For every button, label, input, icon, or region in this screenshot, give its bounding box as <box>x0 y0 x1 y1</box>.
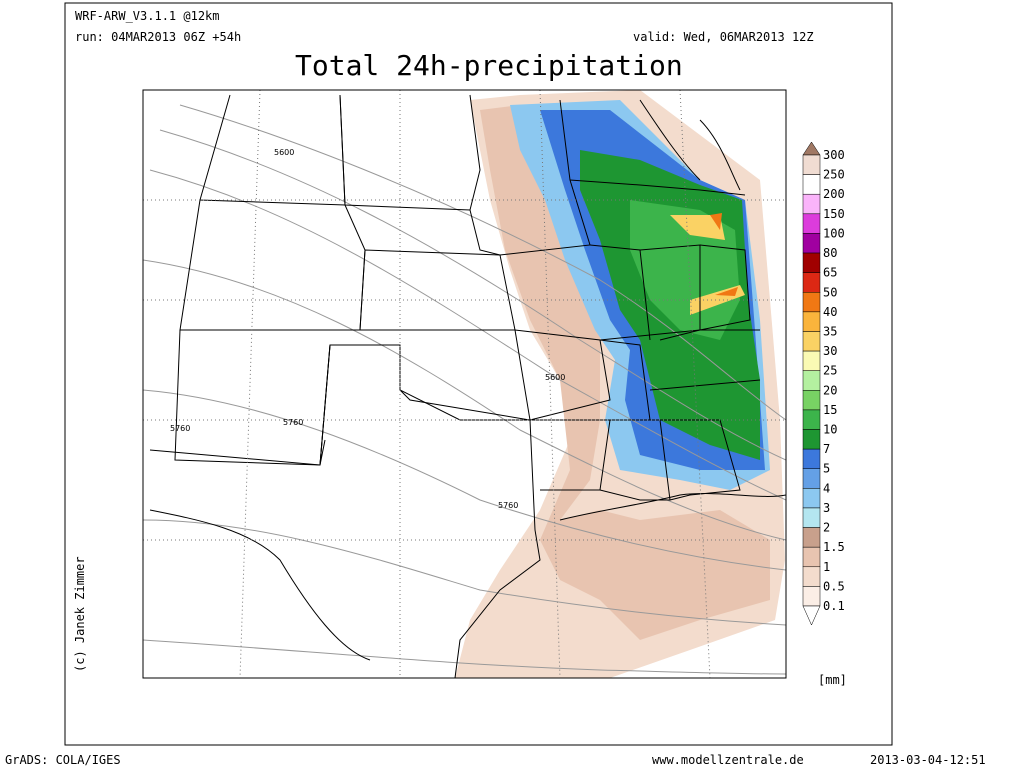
legend-box <box>802 193 821 215</box>
legend-label: 50 <box>823 285 837 299</box>
contour-label: 5760 <box>283 418 303 427</box>
frame <box>64 2 893 746</box>
legend-label: 0.5 <box>823 579 845 593</box>
title: Total 24h-precipitation <box>295 49 683 82</box>
legend-box <box>802 586 821 607</box>
legend-box <box>802 213 821 234</box>
color-legend: 300 250 200 150 100 80 65 50 40 35 30 25 20 15 10 7 5 4 3 2… <box>802 141 845 626</box>
legend-triangle <box>802 605 821 626</box>
legend-box <box>802 154 821 175</box>
legend-label: 4 <box>823 481 830 495</box>
legend-box <box>802 350 821 371</box>
legend-box <box>802 272 821 293</box>
legend-box <box>802 409 821 430</box>
legend-box <box>802 311 821 332</box>
legend-label: 25 <box>823 364 837 378</box>
legend-box <box>802 488 821 509</box>
precip-yellow <box>670 215 745 315</box>
legend-box <box>802 448 821 469</box>
legend-box <box>802 468 821 489</box>
legend-box <box>802 507 821 528</box>
legend-triangle <box>802 141 821 156</box>
precip-light2 <box>480 105 770 640</box>
contour-label: 5760 <box>170 424 190 433</box>
legend-box <box>802 527 821 548</box>
legend-box <box>802 566 821 587</box>
legend-label: 250 <box>823 168 845 182</box>
legend-box <box>802 252 821 273</box>
legend-box <box>802 292 821 313</box>
map-area: 5600 5600 5760 5760 5760 <box>142 89 787 679</box>
legend-label: 40 <box>823 305 837 319</box>
legend-label: 1 <box>823 560 830 574</box>
legend-label: 200 <box>823 187 845 201</box>
website: www.modellzentrale.de <box>652 753 804 767</box>
valid-label: valid: Wed, 06MAR2013 12Z <box>633 30 814 44</box>
legend-label: 10 <box>823 423 837 437</box>
legend-label: 100 <box>823 226 845 240</box>
legend-label: 7 <box>823 442 830 456</box>
legend-label: 80 <box>823 246 837 260</box>
legend-box <box>802 174 821 195</box>
contour-label: 5600 <box>274 148 294 157</box>
legend-label: 150 <box>823 207 845 221</box>
legend-label: 0.1 <box>823 599 845 613</box>
legend-label: 15 <box>823 403 837 417</box>
legend-label: 5 <box>823 462 830 476</box>
legend-box <box>802 331 821 352</box>
legend-label: 35 <box>823 324 837 338</box>
software-credit: GrADS: COLA/IGES <box>5 753 121 767</box>
legend-box <box>802 370 821 391</box>
legend-label: 65 <box>823 266 837 280</box>
legend-box <box>802 390 821 411</box>
timestamp: 2013-03-04-12:51 <box>870 753 986 767</box>
legend-label: 1.5 <box>823 540 845 554</box>
legend-label: 30 <box>823 344 837 358</box>
legend-box <box>802 546 821 568</box>
run-label: run: 04MAR2013 06Z +54h <box>75 30 241 44</box>
legend-box <box>802 233 821 254</box>
map-border <box>142 89 787 679</box>
copyright: (c) Janek Zimmer <box>73 556 87 672</box>
legend-label: 20 <box>823 383 837 397</box>
contour-label: 5760 <box>498 501 518 510</box>
legend-label: 3 <box>823 501 830 515</box>
legend-label: 300 <box>823 148 845 162</box>
legend-box <box>802 429 821 450</box>
contour-label: 5600 <box>545 373 565 382</box>
model-label: WRF-ARW_V3.1.1 @12km <box>75 9 220 23</box>
legend-label: 2 <box>823 521 830 535</box>
unit-label: [mm] <box>818 673 847 687</box>
